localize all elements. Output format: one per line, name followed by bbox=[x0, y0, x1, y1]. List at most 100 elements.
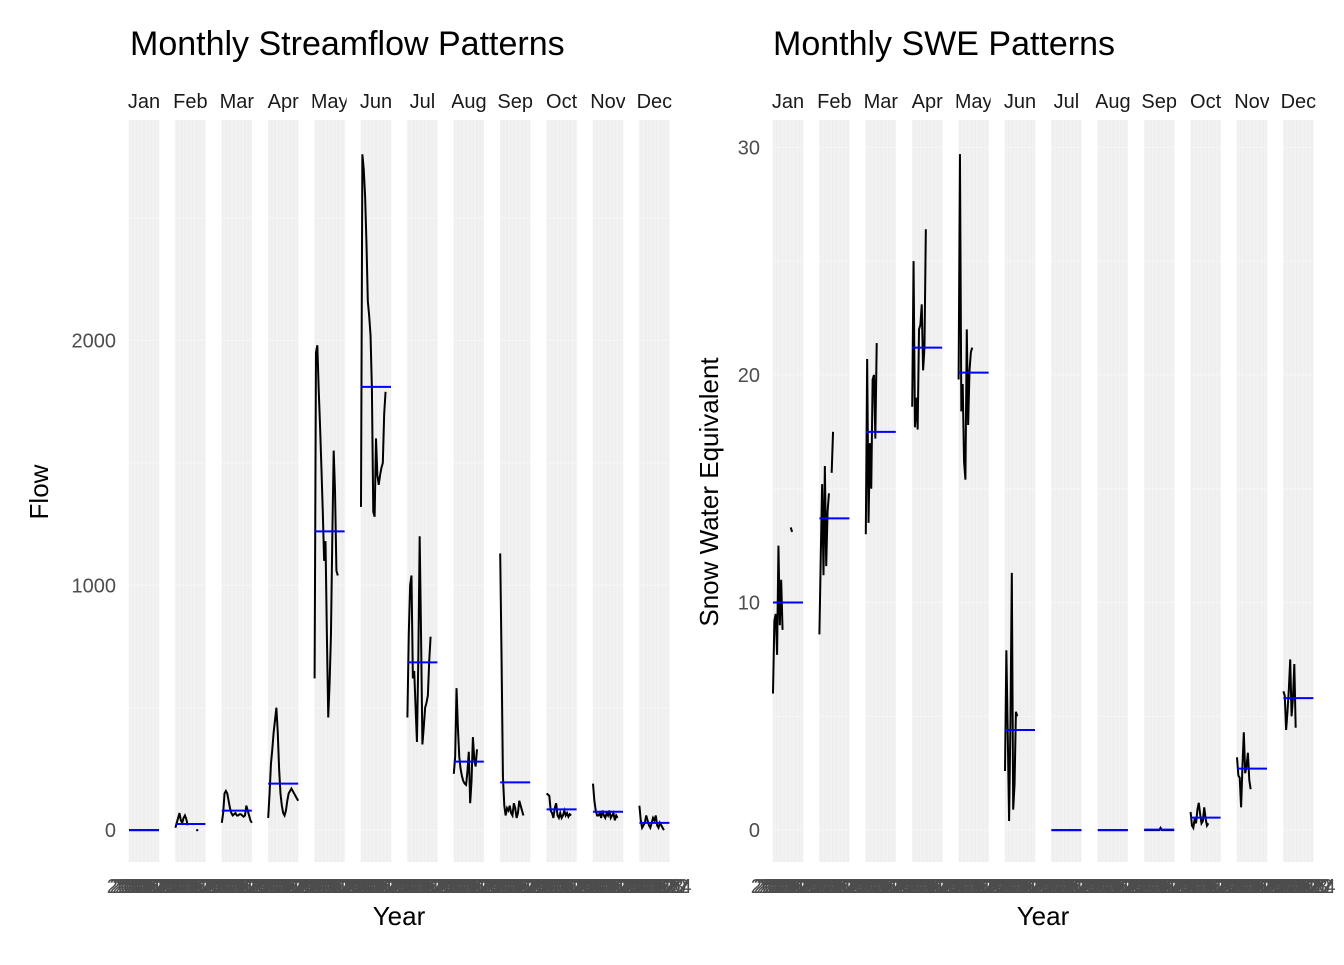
x-tick-label: 2014 bbox=[541, 876, 586, 898]
x-tick-label: 2012 bbox=[306, 876, 351, 898]
x-tick-label: 2018 bbox=[546, 876, 591, 898]
x-tick-label: 2006 bbox=[391, 876, 436, 898]
x-tick-label: 2014 bbox=[1138, 876, 1183, 898]
facet-strip-label: Dec bbox=[637, 91, 673, 113]
x-tick-label: 2010 bbox=[901, 876, 946, 898]
x-tick-label: 2002 bbox=[1168, 876, 1213, 898]
x-tick-label: 2020 bbox=[1100, 876, 1145, 898]
x-tick-label: 2002 bbox=[246, 876, 291, 898]
facet-jun: Jun 2002200420062008201020122014201620182… bbox=[983, 91, 1058, 898]
x-tick-label: 2006 bbox=[298, 876, 343, 898]
facet-strip-label: Oct bbox=[1190, 91, 1222, 113]
facet-mar: Mar 2002200420062008201020122014201620182… bbox=[200, 91, 275, 898]
x-tick-label: 2016 bbox=[1095, 876, 1140, 898]
x-tick-label: 2010 bbox=[350, 876, 395, 898]
x-tick-label: 2004 bbox=[388, 876, 433, 898]
x-tick-label: 2016 bbox=[909, 876, 954, 898]
series-line bbox=[957, 154, 974, 480]
x-tick-label: 2022 bbox=[227, 876, 272, 898]
x-tick-label: 2024 bbox=[137, 876, 182, 898]
x-tick-label: 2002 bbox=[617, 876, 662, 898]
x-tick-label: 2002 bbox=[292, 876, 337, 898]
x-tick-label: 2018 bbox=[958, 876, 1003, 898]
x-tick-label: 2022 bbox=[320, 876, 365, 898]
x-tick-label: 2004 bbox=[1217, 876, 1262, 898]
series-line bbox=[592, 783, 619, 821]
series-line bbox=[174, 812, 189, 828]
x-tick-label: 2004 bbox=[800, 876, 845, 898]
x-tick-label: 2014 bbox=[587, 876, 632, 898]
x-tick-label: 2014 bbox=[170, 876, 215, 898]
x-tick-label: 2018 bbox=[865, 876, 910, 898]
facet-strip-label: May bbox=[955, 91, 993, 113]
facet-strip-label: Jul bbox=[410, 91, 436, 113]
x-tick-label: 2004 bbox=[620, 876, 665, 898]
x-tick-label: 2012 bbox=[1136, 876, 1181, 898]
x-tick-label: 2012 bbox=[1182, 876, 1227, 898]
facet-dec: Dec 2002200420062008201020122014201620182… bbox=[1261, 91, 1336, 898]
x-tick-label: 2018 bbox=[639, 876, 684, 898]
x-tick-label: 2020 bbox=[1193, 876, 1238, 898]
x-tick-label: 2022 bbox=[964, 876, 1009, 898]
x-tick-label: 2008 bbox=[115, 876, 160, 898]
facet-jul: Jul 2002200420062008201020122014201620182… bbox=[385, 91, 460, 898]
x-tick-label: 2002 bbox=[524, 876, 569, 898]
x-tick-label: 2010 bbox=[762, 876, 807, 898]
facet-strip-label: Jan bbox=[772, 91, 804, 113]
x-tick-label: 2014 bbox=[953, 876, 998, 898]
facet-nov: Nov 2002200420062008201020122014201620182… bbox=[1215, 91, 1290, 898]
x-tick-label: 2010 bbox=[1086, 876, 1131, 898]
data-point bbox=[196, 828, 199, 832]
x-tick-label: 2018 bbox=[912, 876, 957, 898]
x-tick-label: 2022 bbox=[1242, 876, 1287, 898]
x-tick-label: 2004 bbox=[156, 876, 201, 898]
facet-aug: Aug 2002200420062008201020122014201620182… bbox=[1076, 91, 1151, 898]
x-tick-label: 2014 bbox=[767, 876, 812, 898]
x-tick-label: 2016 bbox=[497, 876, 542, 898]
x-tick-label: 2010 bbox=[257, 876, 302, 898]
x-tick-label: 2024 bbox=[1059, 876, 1104, 898]
x-tick-label: 2022 bbox=[366, 876, 411, 898]
facet-strip-label: Aug bbox=[1095, 91, 1131, 113]
x-tick-label: 2022 bbox=[180, 876, 225, 898]
x-tick-label: 2022 bbox=[1056, 876, 1101, 898]
x-tick-label: 2004 bbox=[1078, 876, 1123, 898]
x-tick-label: 2020 bbox=[868, 876, 913, 898]
x-tick-label: 2006 bbox=[576, 876, 621, 898]
x-tick-label: 2022 bbox=[134, 876, 179, 898]
x-tick-label: 2002 bbox=[890, 876, 935, 898]
x-tick-label: 2020 bbox=[914, 876, 959, 898]
facet-strip-label: Dec bbox=[1281, 91, 1317, 113]
x-tick-label: 2004 bbox=[109, 876, 154, 898]
x-tick-label: 2022 bbox=[824, 876, 869, 898]
x-tick-label: 2008 bbox=[805, 876, 850, 898]
x-tick-label: 2006 bbox=[988, 876, 1033, 898]
x-tick-label: 2010 bbox=[118, 876, 163, 898]
x-tick-label: 2016 bbox=[311, 876, 356, 898]
chart-panel-2: Monthly SWE Patterns 0 10 20 30 Snow Water Eq… bbox=[694, 25, 1336, 931]
series-line bbox=[830, 431, 835, 473]
x-tick-label: 2004 bbox=[295, 876, 340, 898]
x-tick-label: 2008 bbox=[254, 876, 299, 898]
x-tick-label: 2004 bbox=[846, 876, 891, 898]
facet-nov: Nov 2002200420062008201020122014201620182… bbox=[571, 91, 646, 898]
x-tick-label: 2010 bbox=[854, 876, 899, 898]
x-tick-label: 2010 bbox=[947, 876, 992, 898]
x-tick-label: 2010 bbox=[1133, 876, 1178, 898]
x-tick-label: 2016 bbox=[451, 876, 496, 898]
x-tick-label: 2014 bbox=[999, 876, 1044, 898]
x-tick-label: 2008 bbox=[161, 876, 206, 898]
x-tick-label: 2018 bbox=[1051, 876, 1096, 898]
series-line bbox=[864, 343, 878, 535]
x-tick-label: 2024 bbox=[647, 876, 692, 898]
x-tick-label: 2010 bbox=[303, 876, 348, 898]
x-tick-label: 2002 bbox=[200, 876, 245, 898]
facet-oct: Oct 2002200420062008201020122014201620182… bbox=[524, 91, 599, 898]
x-tick-label: 2010 bbox=[442, 876, 487, 898]
x-tick-label: 2020 bbox=[224, 876, 269, 898]
x-tick-label: 2008 bbox=[945, 876, 990, 898]
x-tick-label: 2002 bbox=[983, 876, 1028, 898]
facet-dec: Dec 2002200420062008201020122014201620182… bbox=[617, 91, 692, 898]
x-tick-label: 2018 bbox=[593, 876, 638, 898]
facet-strip-label: Nov bbox=[1234, 91, 1270, 113]
